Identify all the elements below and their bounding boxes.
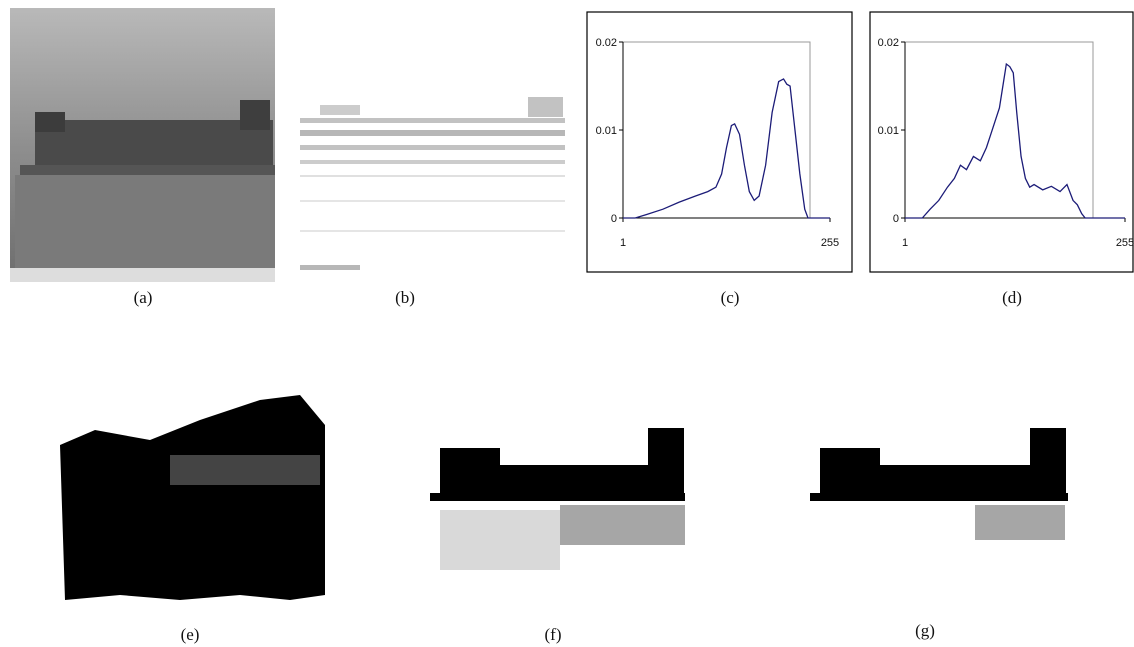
caption: (a) [134,288,153,307]
y-tick-label: 0 [893,213,899,225]
figure: (a) (b) (c) (d) (e) (f) (g) 0 0.01 0.02 1 255 0 0.01 0… [0,0,1134,647]
y-tick-label: 0.01 [596,125,617,137]
caption: (g) [915,621,935,640]
image-e [60,395,325,600]
x-tick-label: 255 [1116,237,1134,249]
x-tick-label: 1 [902,237,908,249]
plot-frame [905,42,1093,218]
chart-border [870,12,1133,272]
chart-border [587,12,852,272]
y-tick-label: 0.02 [596,37,617,49]
y-tick-label: 0.01 [878,125,899,137]
image-g [810,428,1068,540]
image-f [430,428,685,570]
plot-frame [623,42,810,218]
histogram-line [905,64,1125,218]
y-tick-label: 0 [611,213,617,225]
caption: (b) [395,288,415,307]
photo-a [10,8,275,282]
x-tick-label: 1 [620,237,626,249]
image-b [300,97,565,270]
caption: (e) [181,625,200,644]
y-tick-label: 0.02 [878,37,899,49]
caption: (d) [1002,288,1022,307]
x-tick-label: 255 [821,237,839,249]
histogram-line [623,79,830,218]
caption: (f) [545,625,562,644]
caption: (c) [721,288,740,307]
